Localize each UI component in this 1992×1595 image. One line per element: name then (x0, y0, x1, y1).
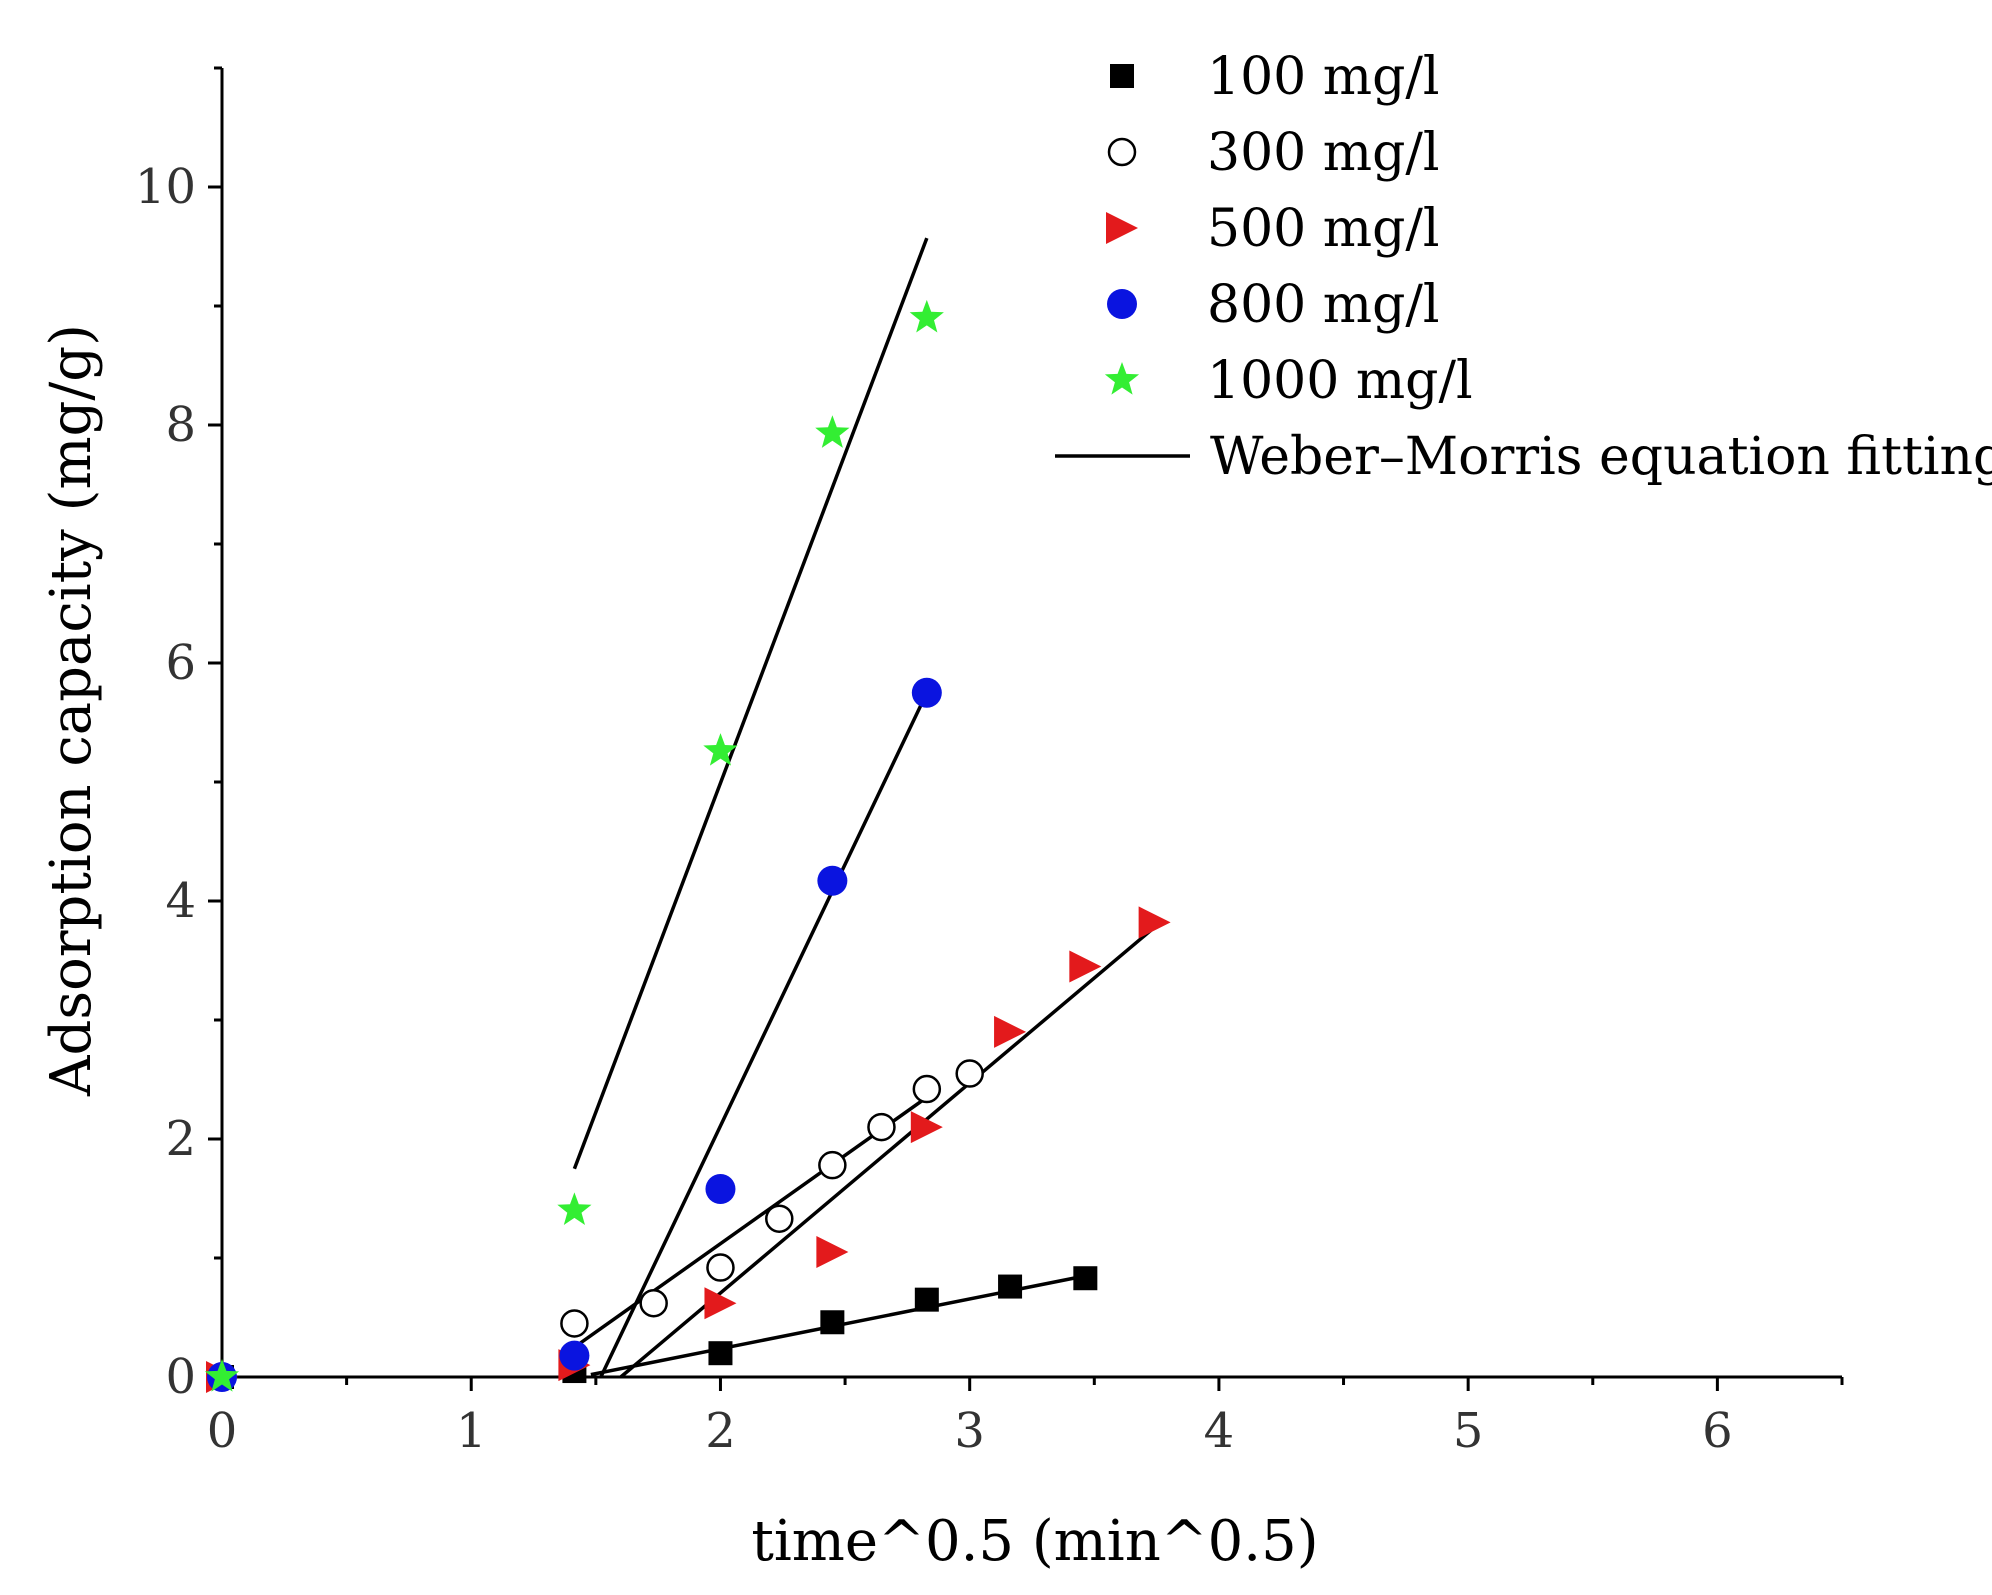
data-point (910, 1111, 943, 1144)
fit-lines (572, 237, 1156, 1379)
y-tick-label: 6 (165, 635, 196, 691)
legend-label: 500 mg/l (1207, 199, 1440, 259)
y-tick-label: 0 (165, 1349, 196, 1405)
x-tick-label: 3 (954, 1403, 985, 1459)
data-point (994, 1015, 1027, 1048)
data-point (204, 1359, 240, 1392)
series-3 (207, 677, 942, 1392)
series-0 (210, 1266, 1098, 1389)
x-tick-label: 6 (1702, 1403, 1733, 1459)
y-tick-label: 10 (135, 159, 196, 215)
data-point (705, 1173, 736, 1204)
legend-label: 1000 mg/l (1207, 351, 1473, 411)
data-point (998, 1274, 1023, 1299)
fit-line (572, 237, 929, 1170)
series-4 (204, 299, 944, 1392)
x-axis-title: time^0.5 (min^0.5) (751, 1509, 1318, 1574)
data-point (909, 299, 944, 333)
data-point (912, 1074, 942, 1104)
data-point (1073, 1266, 1098, 1291)
data-point (867, 1112, 896, 1142)
x-tick-label: 4 (1204, 1403, 1235, 1459)
data-point (560, 1309, 589, 1338)
data-point (704, 1287, 737, 1320)
data-point (820, 1310, 845, 1335)
legend-label: 800 mg/l (1207, 275, 1440, 335)
legend-marker (1110, 64, 1134, 88)
data-points (204, 299, 1171, 1393)
data-point (817, 865, 848, 896)
legend-marker (1107, 289, 1137, 319)
y-axis-title: Adsorption capacity (mg/g) (39, 324, 104, 1097)
data-point (557, 1192, 592, 1225)
data-point (765, 1204, 794, 1233)
fit-line (619, 925, 1156, 1379)
y-tick-label: 4 (165, 873, 196, 929)
legend-marker (1107, 137, 1137, 167)
legend-marker (1106, 212, 1138, 244)
data-point (706, 1253, 735, 1282)
data-point (1069, 950, 1102, 983)
data-point (708, 1341, 733, 1366)
data-point (703, 733, 738, 766)
data-point (816, 1236, 849, 1269)
legend-label: Weber–Morris equation fitting (1210, 427, 1992, 487)
legend-label: 300 mg/l (1207, 123, 1440, 183)
x-tick-label: 2 (705, 1403, 736, 1459)
data-point (559, 1340, 590, 1371)
legend: 100 mg/l 300 mg/l 500 mg/l 800 mg/l 1000 mg/… (1055, 47, 1992, 487)
data-point (914, 1287, 939, 1312)
legend-label: 100 mg/l (1207, 47, 1440, 107)
data-point (639, 1288, 668, 1318)
y-tick-label: 8 (165, 397, 196, 453)
x-tick-label: 0 (207, 1403, 238, 1459)
data-point (955, 1059, 984, 1088)
y-tick-label: 2 (165, 1111, 196, 1167)
data-point (911, 677, 942, 708)
data-point (1138, 906, 1171, 939)
x-tick-label: 1 (456, 1403, 487, 1459)
fit-line (599, 691, 929, 1378)
data-point (815, 415, 850, 448)
axes: 0 1 2 3 4 5 6 0 2 4 6 8 10 (135, 66, 1844, 1459)
x-tick-label: 5 (1453, 1403, 1484, 1459)
legend-marker (1104, 362, 1140, 395)
data-point (818, 1150, 847, 1180)
